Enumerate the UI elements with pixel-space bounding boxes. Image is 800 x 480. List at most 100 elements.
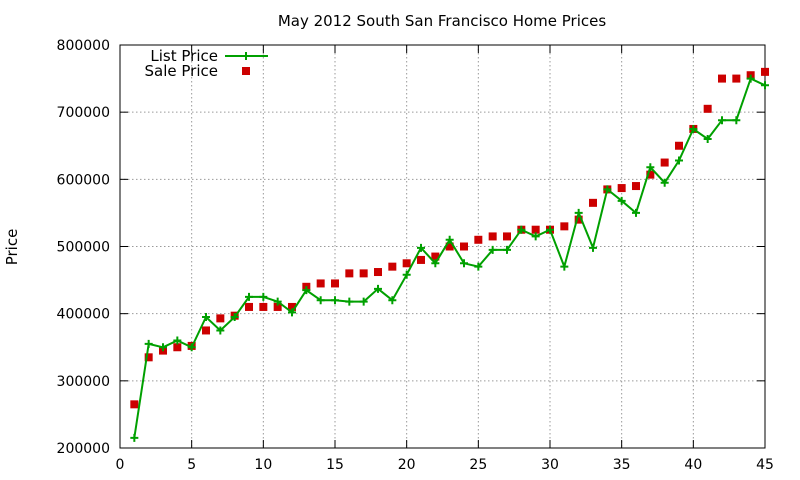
point-list-price [345,297,354,306]
point-list-price [417,243,425,252]
point-sale-price [560,222,569,231]
legend: List Price Sale Price [145,47,268,80]
x-tick-label: 10 [254,457,272,473]
point-sale-price [417,255,425,264]
point-list-price [746,74,755,83]
y-tick-label: 700000 [57,105,110,121]
point-list-price [603,185,612,194]
point-sale-price [574,215,583,224]
x-tick-label: 30 [541,457,559,473]
point-list-price [130,433,139,442]
x-tick-label: 45 [756,457,774,473]
point-list-price [216,326,225,335]
point-list-price [202,313,210,322]
point-sale-price [259,302,268,311]
point-list-price [560,262,569,271]
point-sale-price [589,198,597,207]
point-sale-price [474,235,483,244]
point-sale-price [460,242,468,251]
point-list-price [574,208,583,217]
x-tick-label: 15 [326,457,344,473]
point-list-price [718,116,726,125]
point-sale-price [359,269,368,278]
point-list-price [431,259,440,268]
point-sale-price [130,400,139,409]
point-sale-price [173,343,182,352]
point-list-price [703,135,712,144]
point-list-price [187,343,196,352]
point-list-price [689,124,698,133]
point-sale-price [531,225,540,234]
y-tick-label: 400000 [57,307,110,323]
x-tick-label: 25 [469,457,487,473]
point-sale-price [761,67,769,76]
point-sale-price [273,302,282,311]
point-list-price [632,208,640,217]
grid-lines [120,45,765,448]
point-list-price [316,296,325,305]
point-list-price [546,225,554,234]
y-axis-label: Price [3,229,21,266]
y-tick-label: 600000 [57,172,110,188]
series-line-list-price [133,77,766,439]
y-tick-label: 200000 [57,441,110,457]
point-list-price [144,339,153,348]
x-tick-labels: 0 5 10 15 20 25 30 35 40 45 [116,457,774,473]
point-sale-price [660,158,669,167]
point-list-price [402,270,411,279]
point-list-price [230,313,239,322]
point-list-price [531,232,540,241]
y-tick-label: 500000 [57,240,110,256]
point-sale-price [388,262,397,271]
point-list-price [474,262,483,271]
point-sale-price [402,259,411,268]
point-sale-price [503,232,511,241]
point-sale-price [144,353,153,362]
point-list-price [517,225,526,234]
legend-marker-sale-price [242,67,250,75]
point-sale-price [675,141,683,150]
point-list-price [660,178,669,187]
point-sale-price [288,302,296,311]
point-list-price [503,245,511,254]
point-sale-price [345,269,354,278]
x-tick-label: 35 [613,457,631,473]
point-sale-price [488,232,497,241]
plot-area [130,67,769,442]
point-list-price [245,292,253,301]
point-list-price [761,81,769,90]
point-list-price [460,259,468,268]
x-tick-label: 5 [187,457,196,473]
y-tick-label: 800000 [57,38,110,54]
point-list-price [732,116,741,125]
point-list-price [159,343,167,352]
point-list-price [374,284,382,293]
point-sale-price [331,279,339,288]
point-sale-price [245,302,253,311]
plot-frame [119,44,766,449]
point-list-price [302,286,311,295]
x-tick-label: 40 [684,457,702,473]
point-list-price [589,243,597,252]
point-sale-price [703,104,712,113]
point-list-price [273,297,282,306]
point-list-price [646,163,655,172]
point-list-price [445,235,454,244]
point-sale-price [316,279,325,288]
point-list-price [331,296,339,305]
legend-marker-list-price [242,52,250,60]
point-sale-price [617,184,626,193]
point-sale-price [202,326,210,335]
point-sale-price [718,74,726,83]
x-tick-label: 0 [116,457,125,473]
point-list-price [617,196,626,205]
point-sale-price [445,242,454,251]
chart-title: May 2012 South San Francisco Home Prices [278,12,607,30]
y-tick-labels: 200000 300000 400000 500000 600000 700000 8000… [57,38,110,457]
point-list-price [259,292,268,301]
point-list-price [675,156,683,165]
point-sale-price [646,170,655,179]
point-sale-price [431,252,440,261]
legend-label-list-price: List Price [150,47,218,65]
